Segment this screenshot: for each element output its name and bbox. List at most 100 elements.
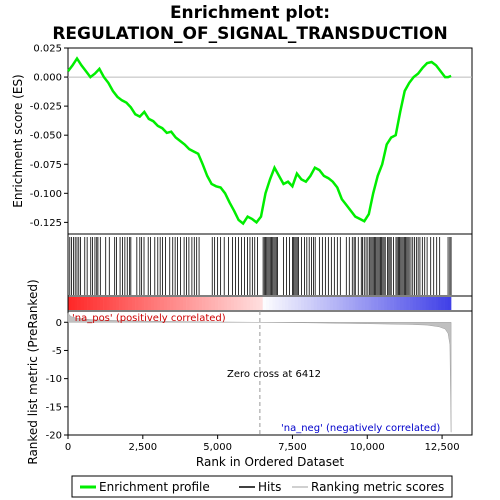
heatmap-cell: [275, 297, 279, 310]
es-panel-frame: [67, 47, 473, 235]
heatmap-cell: [218, 297, 222, 310]
heatmap-cell: [294, 297, 299, 310]
metric-y-tick-label: -15: [46, 402, 62, 413]
heatmap-cell: [310, 297, 315, 310]
es-curve: [67, 56, 452, 226]
x-tick-label: 5,000: [203, 442, 232, 453]
heatmap-cell: [224, 297, 228, 310]
heatmap-cell: [368, 297, 372, 310]
metric-panel-frame: [67, 310, 473, 436]
metric-y-axis-label: Ranked list metric (PreRanked): [26, 279, 40, 464]
heatmap-cell: [150, 297, 155, 310]
heatmap-cell: [240, 297, 244, 310]
heatmap-cell: [272, 297, 276, 310]
heatmap-cell: [345, 297, 350, 310]
heatmap-cell: [208, 297, 212, 310]
es-y-tick-label: -0.050: [30, 131, 62, 142]
heatmap-cell: [399, 297, 404, 310]
heatmap-cell: [192, 297, 196, 310]
zero-cross-label: Zero cross at 6412: [227, 369, 321, 380]
heatmap-cell: [393, 297, 398, 310]
es-y-tick-label: -0.075: [30, 160, 62, 171]
heatmap-cell: [202, 297, 206, 310]
heatmap-cell: [182, 297, 187, 310]
es-y-tick-label: 0.000: [33, 73, 62, 84]
heatmap-cell: [339, 297, 343, 310]
heatmap-cell: [415, 297, 420, 310]
heatmap-cell: [403, 297, 407, 310]
heatmap-cell: [288, 297, 292, 310]
ranking-metric-area: [67, 312, 452, 433]
heatmap-cell: [422, 297, 426, 310]
heatmap-cell: [68, 297, 72, 310]
pos-correlated-label: 'na_pos' (positively correlated): [72, 313, 226, 324]
heatmap-cell: [256, 297, 260, 310]
heatmap-cell: [323, 297, 327, 310]
es-y-tick-label: -0.125: [30, 218, 62, 229]
es-y-tick-label: -0.025: [30, 102, 62, 113]
heatmap-cell: [253, 297, 257, 310]
heatmap-cell: [198, 297, 203, 310]
heatmap-cell: [441, 297, 445, 310]
heatmap-cell: [320, 297, 324, 310]
x-tick-label: 0: [65, 442, 71, 453]
x-tick-label: 10,000: [350, 442, 385, 453]
heatmap-cell: [304, 297, 308, 310]
heatmap-cell: [278, 297, 283, 310]
es-y-ticks: 0.025 0.000 -0.025 -0.050 -0.075 -0.100 -0.125: [30, 44, 68, 229]
heatmap-cell: [112, 297, 117, 310]
heatmap-cell: [348, 297, 353, 310]
heatmap-cell: [106, 297, 110, 310]
heatmap-cell: [147, 297, 152, 310]
metric-y-ticks: 0 -5 -10 -15 -20: [46, 318, 68, 442]
heatmap-cell: [406, 297, 410, 310]
heatmap-cell: [262, 297, 267, 310]
metric-y-tick-label: 0: [56, 318, 62, 329]
heatmap-cell: [332, 297, 337, 310]
heatmap-cell: [173, 297, 177, 310]
heatmap-cell: [390, 297, 394, 310]
heatmap-cell: [90, 297, 94, 310]
heatmap-cell: [431, 297, 436, 310]
heatmap-cell: [77, 297, 82, 310]
heatmap-cell: [186, 297, 190, 310]
heatmap-cell: [438, 297, 442, 310]
heatmap-cell: [435, 297, 439, 310]
heatmap-cell: [428, 297, 433, 310]
heatmap-cell: [93, 297, 98, 310]
heatmap-cell: [163, 297, 168, 310]
x-tick-label: 12,500: [425, 442, 460, 453]
heatmap-cell: [447, 297, 452, 310]
metric-y-tick-label: -5: [52, 346, 62, 357]
x-tick-label: 2,500: [128, 442, 157, 453]
es-y-axis-label: Enrichment score (ES): [11, 74, 25, 207]
heatmap-cell: [227, 297, 232, 310]
heatmap-cell: [96, 297, 101, 310]
legend-label-ranking-metric: Ranking metric scores: [311, 480, 444, 494]
es-y-tick-label: 0.025: [33, 44, 62, 55]
heatmap-cell: [358, 297, 362, 310]
heatmap-cell: [115, 297, 120, 310]
heatmap-cell: [387, 297, 391, 310]
es-y-tick-label: -0.100: [30, 189, 62, 200]
rank-heatmap-band: [68, 297, 452, 310]
heatmap-cell: [336, 297, 340, 310]
heatmap-cell: [131, 297, 136, 310]
chart-title-line2: REGULATION_OF_SIGNAL_TRANSDUCTION: [52, 24, 447, 44]
heatmap-cell: [297, 297, 302, 310]
heatmap-cell: [179, 297, 184, 310]
heatmap-cell: [138, 297, 142, 310]
heatmap-cell: [291, 297, 295, 310]
heatmap-cell: [211, 297, 216, 310]
heatmap-cell: [103, 297, 107, 310]
legend-box: [71, 475, 453, 498]
heatmap-cell: [444, 297, 449, 310]
heatmap-cell: [285, 297, 289, 310]
legend-label-enrichment-profile: Enrichment profile: [99, 480, 210, 494]
heatmap-cell: [265, 297, 270, 310]
heatmap-cell: [259, 297, 264, 310]
heatmap-cell: [109, 297, 113, 310]
heatmap-cell: [249, 297, 254, 310]
heatmap-cell: [176, 297, 181, 310]
